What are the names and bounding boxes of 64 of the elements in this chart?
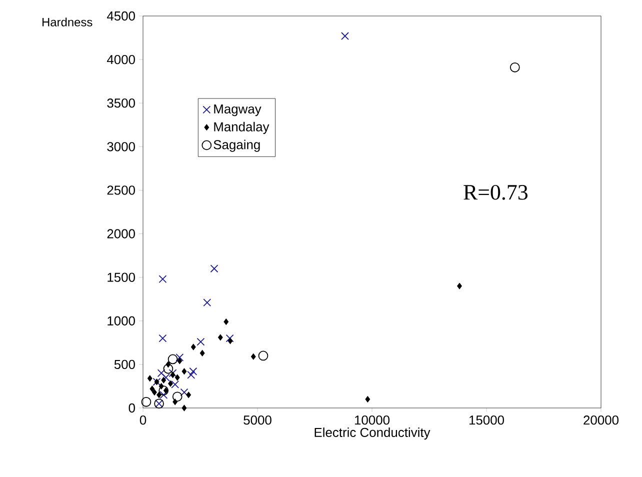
point [200,350,205,356]
point [158,334,167,342]
y-tick-label: 2500 [107,186,135,195]
y-axis-title: Hardness [42,18,92,26]
point [182,368,187,374]
point [177,358,182,364]
point [258,350,268,361]
point [180,388,188,396]
point [250,354,256,360]
point [160,390,168,399]
point [218,334,223,340]
point [510,62,520,72]
point [187,370,196,379]
point [168,354,178,364]
x-tick-label: 10000 [354,416,390,425]
point [189,367,198,376]
point [186,392,191,398]
point [141,396,152,407]
x-tick-label: 15000 [469,416,504,425]
y-tick-label: 500 [114,360,135,370]
point [152,389,157,396]
point [174,374,180,381]
point [457,282,462,290]
x-tick-label: 5000 [244,416,272,425]
point [161,377,166,384]
point [172,392,182,402]
point [171,380,180,388]
y-tick-label: 2000 [107,229,135,238]
x-axis-title: Electric Conductivity [314,428,430,440]
point [228,338,233,344]
point [147,375,152,382]
point [162,374,170,382]
y-tick-label: 4000 [106,54,135,64]
x-tick-label: 20000 [584,416,619,425]
point [158,275,167,284]
point [176,353,184,362]
point [210,264,218,273]
legend-label: Sagaing [214,140,260,152]
point [196,338,205,346]
point [365,396,370,402]
x-tick-label: 0 [140,416,146,425]
point [157,369,166,378]
point [156,392,162,398]
point [203,298,212,307]
y-tick-label: 1000 [108,316,135,326]
point [191,344,196,350]
point [150,386,155,392]
y-tick-label: 3500 [107,98,135,108]
point [182,404,187,412]
y-tick-label: 0 [128,403,135,413]
point [163,364,174,374]
y-tick-label: 1500 [108,272,135,282]
point [168,369,177,378]
point [168,380,173,387]
annotation: R=0.73 [464,184,528,200]
y-tick-label: 3000 [107,142,135,152]
y-tick-label: 4500 [106,11,135,21]
point [224,318,229,325]
point [341,32,349,40]
legend-label: Mandalay [214,122,270,134]
legend-label: Magway [214,104,262,116]
point [170,372,176,378]
point [226,334,234,342]
point [158,386,169,396]
